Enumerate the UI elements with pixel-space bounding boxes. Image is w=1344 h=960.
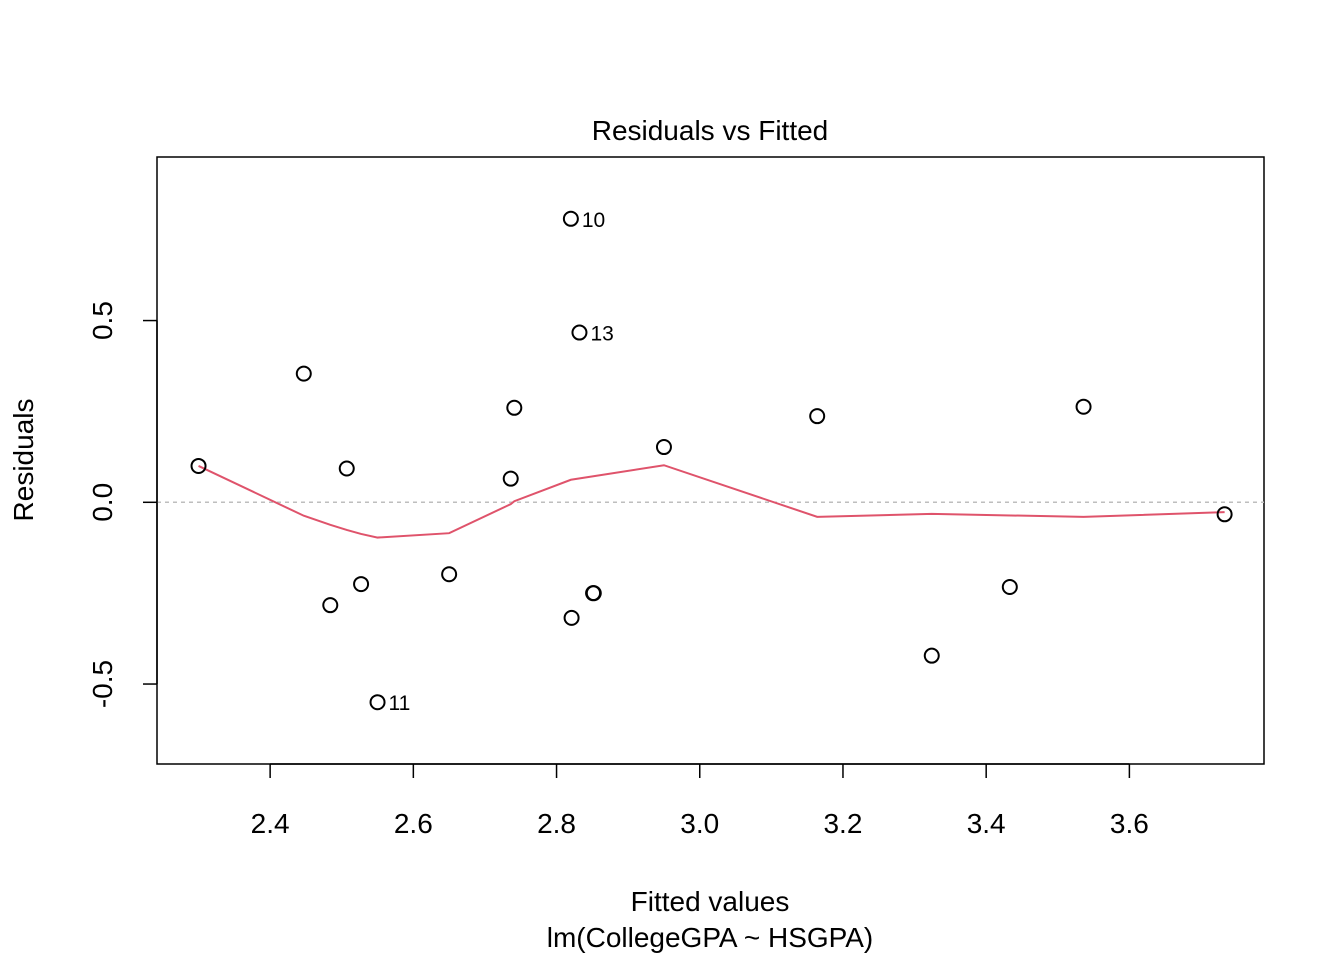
data-point xyxy=(338,460,355,477)
data-point xyxy=(322,597,339,614)
x-axis: 2.4 2.6 2.8 3.0 3.2 3.4 3.6 xyxy=(251,763,1149,839)
data-point xyxy=(1001,578,1018,595)
y-axis-label: Residuals xyxy=(8,399,39,522)
smooth-line xyxy=(198,464,1225,539)
point-label: 13 xyxy=(590,323,613,346)
data-point xyxy=(655,439,672,456)
data-point xyxy=(295,365,312,382)
chart-title: Residuals vs Fitted xyxy=(592,115,829,146)
y-axis: -0.5 0.0 0.5 xyxy=(87,301,158,708)
x-tick-label: 2.8 xyxy=(537,808,576,839)
data-point xyxy=(502,470,519,487)
data-point xyxy=(563,609,580,626)
data-point xyxy=(809,408,826,425)
x-tick-label: 2.4 xyxy=(251,808,290,839)
x-tick-label: 3.0 xyxy=(680,808,719,839)
x-tick-label: 3.4 xyxy=(967,808,1006,839)
data-point xyxy=(506,399,523,416)
data-point xyxy=(1075,398,1092,415)
data-point xyxy=(441,566,458,583)
data-point xyxy=(923,647,940,664)
data-point xyxy=(1216,506,1233,523)
x-tick-label: 3.6 xyxy=(1110,808,1149,839)
data-point xyxy=(353,576,370,593)
point-label: 11 xyxy=(389,692,411,715)
y-tick-label: -0.5 xyxy=(87,660,118,708)
y-tick-label: 0.0 xyxy=(87,483,118,522)
point-label: 10 xyxy=(582,209,605,232)
data-point xyxy=(369,694,386,711)
data-point xyxy=(190,457,207,474)
x-tick-label: 2.6 xyxy=(394,808,433,839)
plot-frame xyxy=(156,156,1265,765)
data-point xyxy=(571,324,588,341)
points-layer: 11 10 13 xyxy=(190,209,1233,715)
y-tick-label: 0.5 xyxy=(87,301,118,340)
x-axis-subtitle: lm(CollegeGPA ~ HSGPA) xyxy=(547,922,874,953)
data-point xyxy=(562,210,579,227)
x-tick-label: 3.2 xyxy=(823,808,862,839)
x-axis-label: Fitted values xyxy=(631,886,790,917)
data-point xyxy=(585,585,602,602)
